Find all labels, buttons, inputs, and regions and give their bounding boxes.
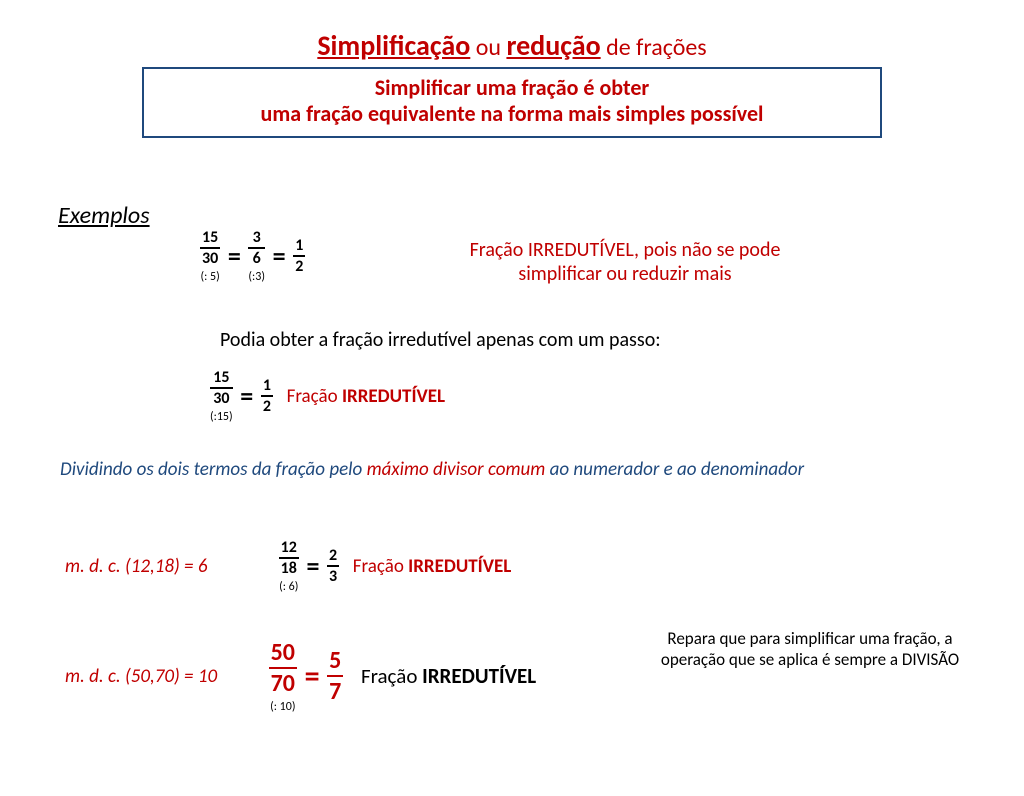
equals-sign: =	[301, 658, 324, 695]
definition-box: Simplificar uma fração é obter uma fraçã…	[142, 67, 882, 138]
fraction-1-2-b: 1 2	[261, 376, 273, 416]
title-part1: Simplificação	[317, 28, 470, 63]
equals-sign: =	[302, 550, 323, 582]
title-part4: de frações	[601, 33, 707, 62]
fraction-12-18: 12 18 (: 6)	[279, 538, 299, 594]
fraction-15-30: 15 30 (: 5)	[200, 228, 220, 284]
example-1: 15 30 (: 5) = 3 6 (:3) = 1 2	[200, 228, 305, 284]
example-2: 15 30 (:15) = 1 2 Fração IRREDUTÍVEL	[210, 368, 445, 424]
fraction-50-70: 50 70 (: 10)	[269, 638, 297, 714]
fraction-5-7: 5 7	[327, 646, 343, 706]
examples-heading: Exemplos	[58, 203, 148, 229]
ex3-label: Fração IRREDUTÍVEL	[353, 555, 511, 578]
fraction-3-6: 3 6 (:3)	[248, 228, 265, 284]
fraction-15-30-b: 15 30 (:15)	[210, 368, 233, 424]
definition-line2: uma fração equivalente na forma mais sim…	[152, 101, 872, 127]
rule-text: Dividindo os dois termos da fração pelo …	[60, 458, 970, 481]
title-part3: redução	[506, 28, 600, 63]
footnote: Repara que para simplificar uma fração, …	[640, 628, 980, 671]
ex1-comment: Fração IRREDUTÍVEL, pois não se pode sim…	[440, 238, 810, 286]
fraction-2-3: 2 3	[327, 546, 339, 586]
ex2-label: Fração IRREDUTÍVEL	[287, 385, 445, 408]
mdc-50-70: m. d. c. (50,70) = 10	[65, 665, 265, 688]
ex2-intro: Podia obter a fração irredutível apenas …	[220, 328, 661, 352]
example-3: m. d. c. (12,18) = 6 12 18 (: 6) = 2 3 F…	[65, 538, 511, 594]
equals-sign: =	[236, 380, 257, 412]
page-title: Simplificação ou redução de frações	[0, 28, 1024, 63]
equals-sign: =	[224, 240, 245, 272]
title-part2: ou	[470, 33, 506, 62]
ex4-label: Fração IRREDUTÍVEL	[361, 663, 536, 689]
fraction-1-2: 1 2	[293, 236, 305, 276]
equals-sign: =	[269, 240, 290, 272]
mdc-12-18: m. d. c. (12,18) = 6	[65, 555, 275, 578]
example-4: m. d. c. (50,70) = 10 50 70 (: 10) = 5 7…	[65, 638, 536, 714]
definition-line1: Simplificar uma fração é obter	[152, 75, 872, 101]
